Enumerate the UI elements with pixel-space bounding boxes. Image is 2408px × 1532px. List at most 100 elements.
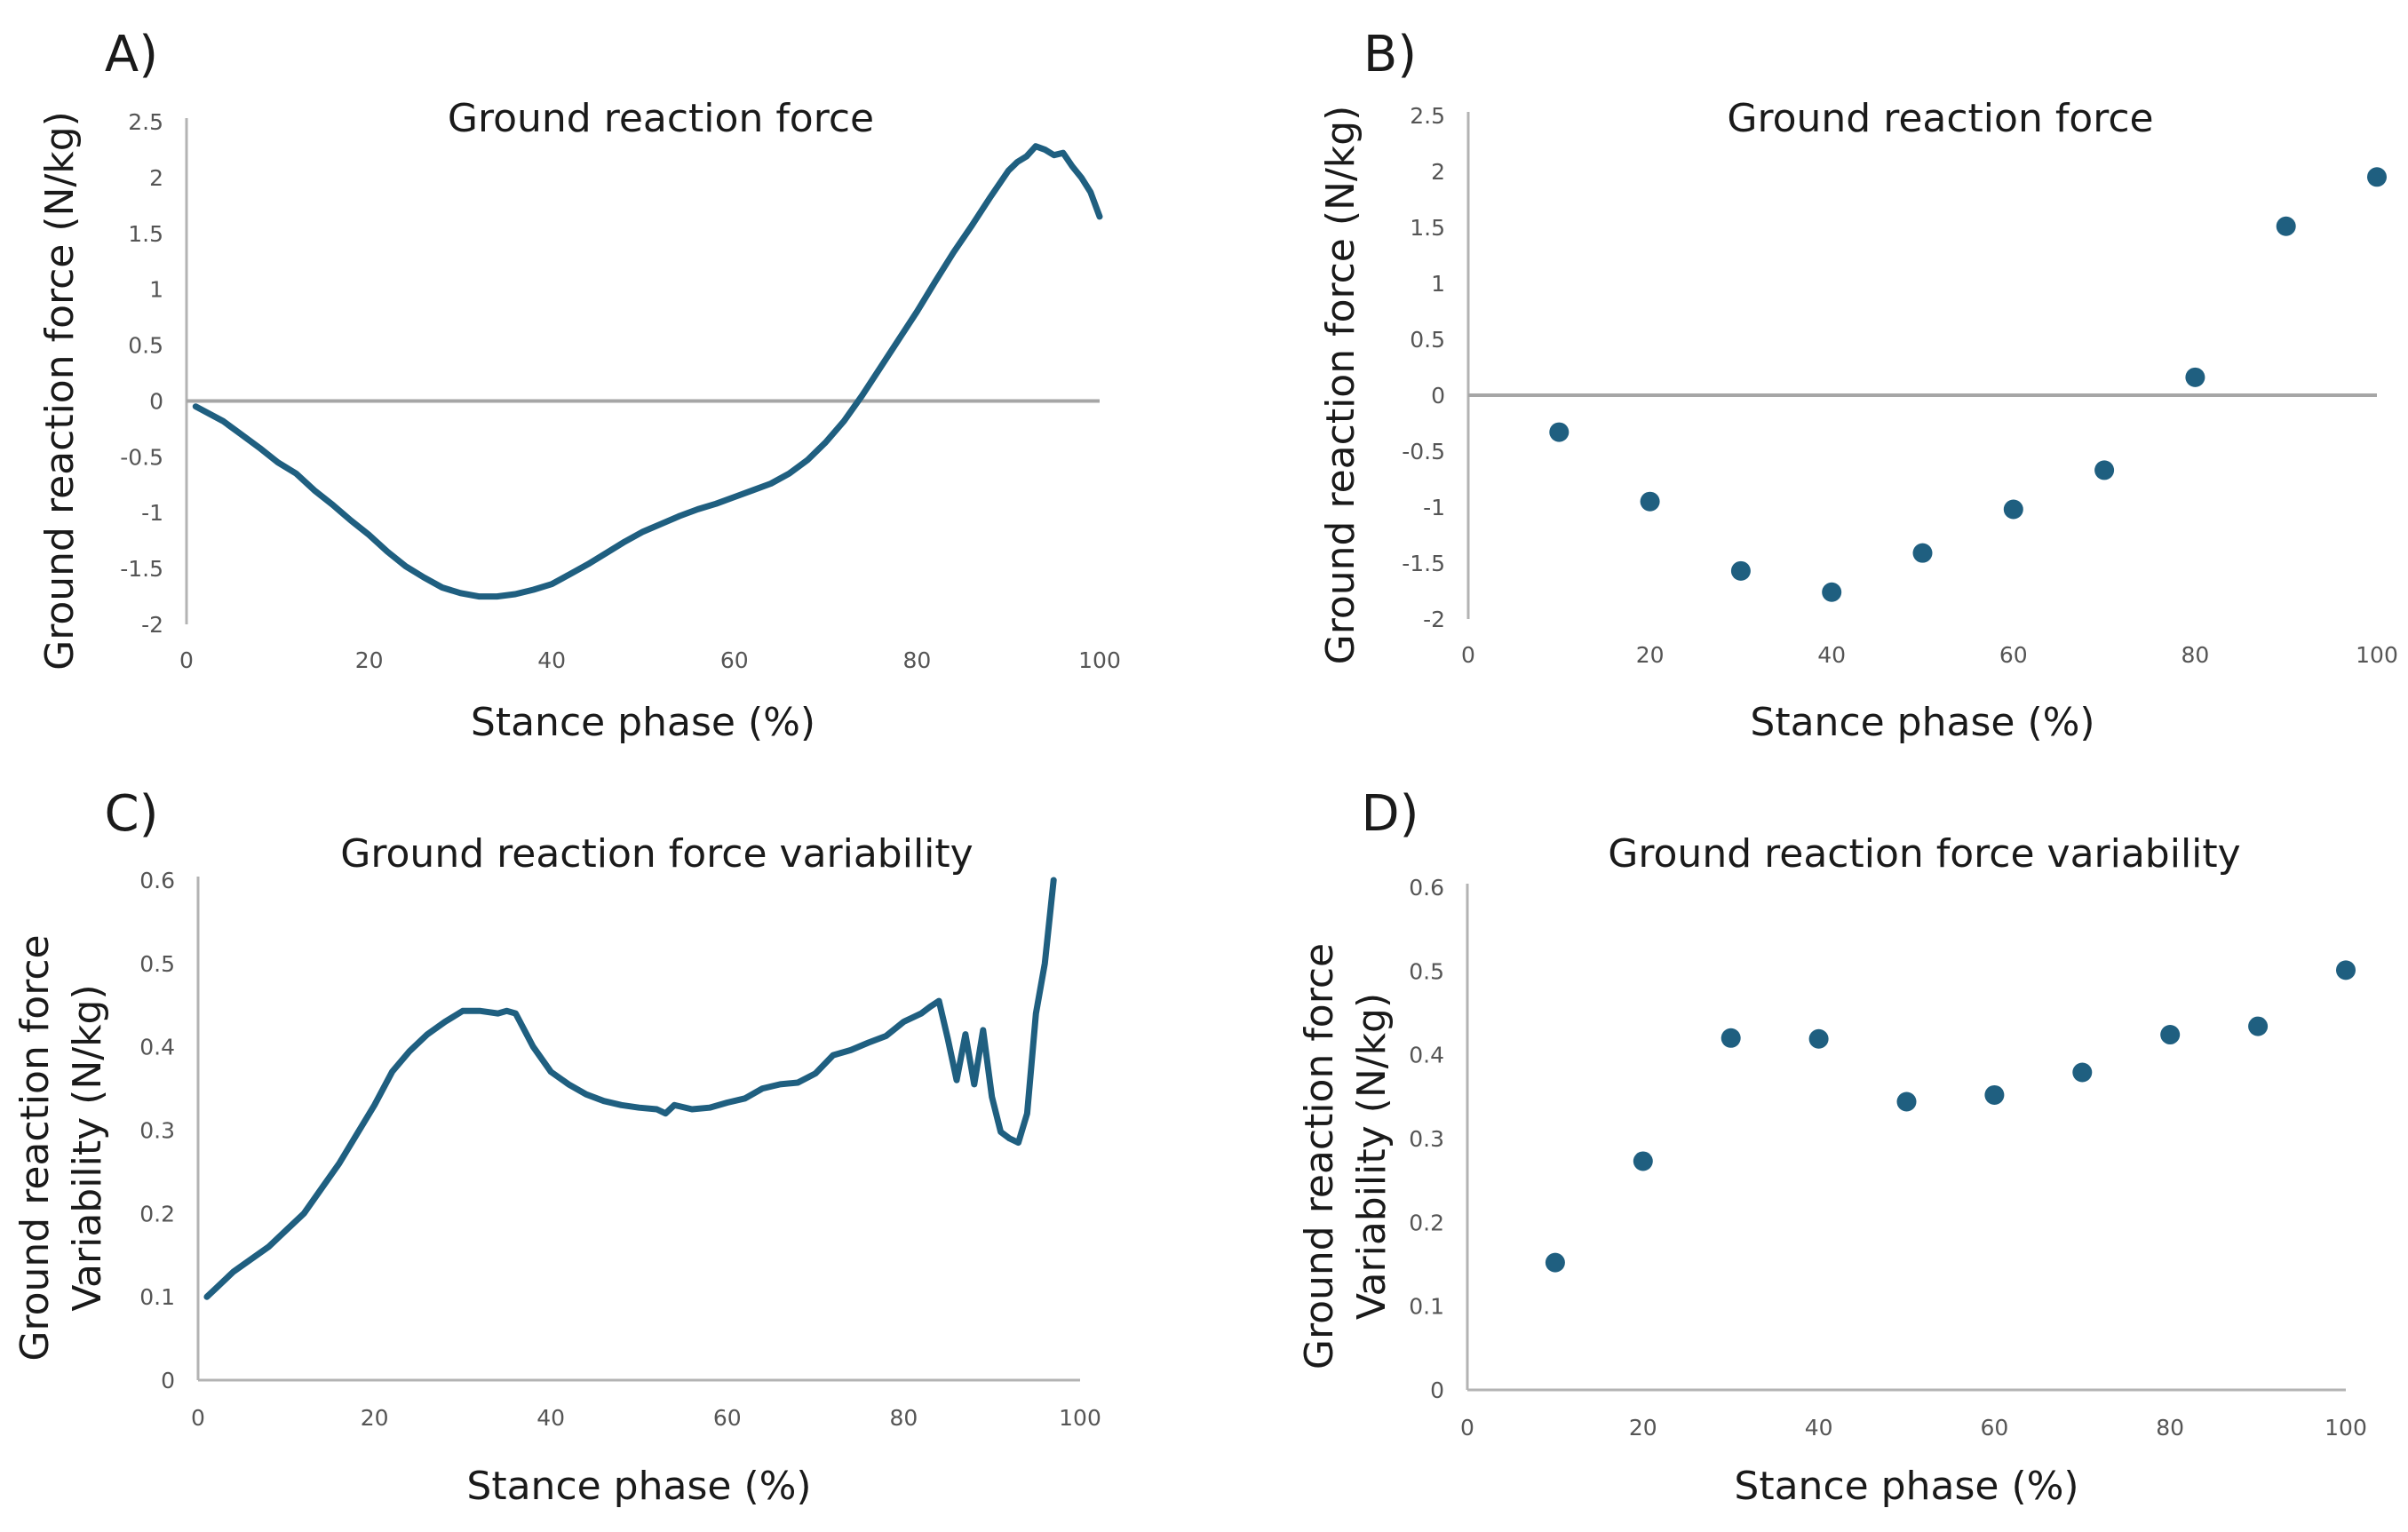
y-tick-label: -2 bbox=[141, 612, 163, 638]
data-point bbox=[1822, 582, 1842, 602]
y-tick-label: 2.5 bbox=[1410, 103, 1445, 129]
y-tick-label: 0.1 bbox=[1409, 1294, 1444, 1320]
chart-c: C) Ground reaction force variability 0.6 0.… bbox=[12, 785, 1101, 1509]
y-tick-label: 0.4 bbox=[139, 1035, 175, 1060]
y-tick-label: 0.1 bbox=[139, 1284, 175, 1310]
y-tick-label: 0.6 bbox=[1409, 875, 1444, 901]
data-point bbox=[1721, 1028, 1741, 1048]
data-point bbox=[1549, 422, 1570, 442]
x-tick-label: 60 bbox=[1999, 642, 2028, 668]
y-tick-label: 0 bbox=[161, 1368, 175, 1393]
y-tick-label: 2.5 bbox=[128, 109, 163, 135]
y-tick-label: -1 bbox=[1423, 495, 1445, 520]
data-point bbox=[2185, 367, 2205, 387]
x-tick-label: 80 bbox=[889, 1405, 918, 1431]
x-tick-label: 100 bbox=[2325, 1415, 2367, 1441]
y-tick-label: 0.5 bbox=[1410, 327, 1445, 353]
y-tick-label: 0.5 bbox=[1409, 958, 1444, 984]
y-tick-label: 0.3 bbox=[139, 1118, 175, 1144]
data-point bbox=[2072, 1062, 2093, 1083]
x-tick-label: 100 bbox=[1078, 647, 1121, 673]
x-tick-label: 0 bbox=[179, 647, 194, 673]
series-line bbox=[192, 143, 1103, 600]
y-axis-label: Ground reaction force bbox=[12, 934, 58, 1361]
x-tick-label: 40 bbox=[1805, 1415, 1833, 1441]
data-point bbox=[2003, 499, 2023, 520]
x-tick-label: 40 bbox=[537, 647, 566, 673]
y-tick-label: 0.6 bbox=[139, 868, 175, 893]
y-tick-label: 2 bbox=[1431, 159, 1445, 185]
panel-label: B) bbox=[1363, 26, 1417, 83]
y-tick-label: 0.2 bbox=[139, 1201, 175, 1226]
x-tick-label: 100 bbox=[2356, 642, 2398, 668]
chart-title: Ground reaction force variability bbox=[340, 831, 973, 877]
x-tick-label: 0 bbox=[1461, 642, 1475, 668]
y-axis-label: Variability (N/kg) bbox=[65, 984, 110, 1311]
y-tick-label: 0 bbox=[149, 388, 163, 414]
y-axis-label: Ground reaction force (N/kg) bbox=[37, 111, 83, 671]
data-point bbox=[2160, 1025, 2181, 1045]
x-axis-label: Stance phase (%) bbox=[1734, 1464, 2078, 1509]
data-point bbox=[1896, 1091, 1917, 1112]
x-tick-label: 60 bbox=[720, 647, 749, 673]
y-tick-label: 0.4 bbox=[1409, 1043, 1444, 1068]
x-axis-label: Stance phase (%) bbox=[1750, 700, 2094, 745]
panel-a: A) Ground reaction force 2.5 2 1.5 1 0.5 0 -0.5 -… bbox=[0, 0, 1124, 767]
data-point bbox=[1633, 1151, 1653, 1171]
y-tick-label: 1 bbox=[1431, 271, 1445, 297]
chart-d: D) Ground reaction force variability 0.6 0.… bbox=[1297, 785, 2367, 1509]
chart-title: Ground reaction force variability bbox=[1608, 831, 2240, 877]
y-tick-label: -0.5 bbox=[1402, 439, 1445, 464]
data-point bbox=[2367, 167, 2387, 187]
x-tick-label: 80 bbox=[2181, 642, 2209, 668]
panel-d: D) Ground reaction force variability 0.6 0.… bbox=[1284, 764, 2408, 1532]
chart-b: B) Ground reaction force 2.5 2 1.5 1 0.5 0 -0.5 -… bbox=[1318, 26, 2398, 745]
panel-c: C) Ground reaction force variability 0.6 0.… bbox=[0, 764, 1124, 1532]
y-tick-label: -2 bbox=[1423, 607, 1445, 632]
y-tick-label: -1.5 bbox=[1402, 551, 1445, 576]
y-tick-label: 0 bbox=[1430, 1377, 1444, 1403]
data-point bbox=[2276, 216, 2296, 236]
x-tick-label: 20 bbox=[1629, 1415, 1657, 1441]
x-tick-label: 60 bbox=[1980, 1415, 2008, 1441]
data-point bbox=[1640, 491, 1660, 512]
x-tick-label: 0 bbox=[1460, 1415, 1474, 1441]
x-tick-label: 0 bbox=[191, 1405, 205, 1431]
y-tick-label: 1 bbox=[149, 277, 163, 303]
y-tick-label: -0.5 bbox=[120, 444, 163, 470]
y-tick-label: 1.5 bbox=[1410, 215, 1445, 241]
y-tick-label: -1 bbox=[141, 500, 163, 526]
chart-a: A) Ground reaction force 2.5 2 1.5 1 0.5 0 -0.5 -… bbox=[37, 26, 1121, 745]
y-tick-label: -1.5 bbox=[120, 556, 163, 582]
x-axis-label: Stance phase (%) bbox=[466, 1464, 811, 1509]
data-point bbox=[1984, 1084, 2005, 1105]
data-point bbox=[1730, 560, 1751, 581]
data-point bbox=[1912, 543, 1933, 563]
x-tick-label: 80 bbox=[902, 647, 931, 673]
y-tick-label: 0.5 bbox=[139, 951, 175, 977]
y-axis-label: Variability (N/kg) bbox=[1349, 993, 1395, 1320]
y-tick-label: 0 bbox=[1431, 383, 1445, 409]
data-point bbox=[2336, 960, 2356, 980]
y-tick-label: 1.5 bbox=[128, 221, 163, 247]
panel-label: A) bbox=[105, 26, 158, 83]
y-tick-label: 0.2 bbox=[1409, 1210, 1444, 1235]
panel-label: C) bbox=[105, 785, 159, 843]
x-axis-label: Stance phase (%) bbox=[471, 700, 815, 745]
data-point bbox=[1808, 1028, 1829, 1049]
y-tick-label: 2 bbox=[149, 165, 163, 191]
panel-b: B) Ground reaction force 2.5 2 1.5 1 0.5 0 -0.5 -… bbox=[1284, 0, 2408, 767]
y-tick-label: 0.5 bbox=[128, 333, 163, 359]
x-tick-label: 60 bbox=[713, 1405, 742, 1431]
data-point bbox=[2248, 1016, 2269, 1036]
data-point bbox=[1545, 1252, 1565, 1273]
y-tick-label: 0.3 bbox=[1409, 1126, 1444, 1152]
panel-label: D) bbox=[1362, 785, 1419, 843]
series-line bbox=[203, 877, 1057, 1300]
chart-title: Ground reaction force bbox=[1727, 96, 2153, 141]
x-tick-label: 20 bbox=[361, 1405, 389, 1431]
y-axis-label: Ground reaction force bbox=[1297, 943, 1342, 1369]
data-point bbox=[2094, 460, 2115, 480]
x-tick-label: 100 bbox=[1059, 1405, 1101, 1431]
x-tick-label: 40 bbox=[536, 1405, 565, 1431]
